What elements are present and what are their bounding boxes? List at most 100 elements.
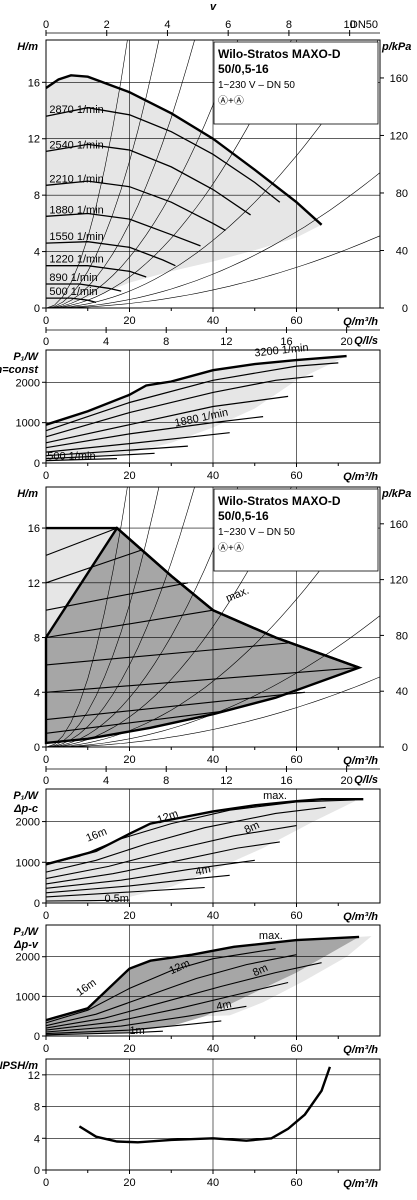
panel-4-xtick-label: 60 (290, 910, 302, 922)
panel-6-ylabel: NPSH/m (0, 1060, 38, 1072)
panel-4-label-max: max. (263, 790, 287, 802)
panel-2-ytick-label: 0 (34, 458, 40, 470)
panel-1-legend-symbols: Ⓐ+Ⓐ (218, 95, 244, 107)
panel-3-y2tick-label: 80 (396, 630, 408, 642)
ls-axis2-tick-label: 8 (163, 775, 169, 787)
panel-5-label-8m: 8m (251, 962, 270, 979)
panel-1-speed-label: 1880 1/min (49, 204, 103, 216)
ls-axis-tick-label: 20 (340, 336, 352, 348)
panel-1-speed-label: 500 1/min (49, 286, 97, 298)
panel-1-ytick-label: 16 (28, 77, 40, 89)
panel-3-ytick-label: 8 (34, 633, 40, 645)
panel-1-ytick-label: 8 (34, 190, 40, 202)
panel-4-xtick-label: 40 (207, 910, 219, 922)
panel-3-ytick-label: 12 (28, 578, 40, 590)
panel-3-control-line (45, 549, 143, 584)
panel-5-xtick-label: 0 (43, 1043, 49, 1055)
panel-1-speed-curve (46, 297, 97, 304)
panel-4-envelope (46, 799, 364, 903)
panel-5-xlabel: Q/m³/h (343, 1044, 378, 1056)
panel-3-system-curve (45, 486, 128, 748)
panel-5-power-curve (45, 1030, 163, 1036)
panel-4-power-curve (45, 841, 280, 885)
panel-1-xtick-label: 0 (43, 315, 49, 327)
panel-5-power-curve (45, 1005, 247, 1033)
panel-1-max-curve (45, 74, 323, 226)
panel-3-system-curve (46, 676, 381, 748)
panel-1-speed-label: 1220 1/min (49, 254, 103, 266)
panel-1-speed-curve (45, 180, 226, 231)
panel-2-ytick-label: 2000 (16, 377, 40, 389)
panel-6-ytick-label: 12 (28, 1070, 40, 1082)
panel-4-power-curve (45, 874, 230, 894)
panel-1-speed-label: 2870 1/min (49, 104, 103, 116)
panel-1-system-curve (45, 39, 160, 309)
panel-5-max-curve (45, 935, 360, 1022)
panel-5-dark-region (46, 936, 360, 1036)
panel-1-speed-curve (46, 265, 147, 278)
panel-3-y2tick-label: 0 (402, 742, 408, 754)
panel-4-ylabel: P₁/W (13, 790, 39, 802)
panel-6-npsh-curve (78, 1066, 332, 1144)
top-axis-v-tick-label: 4 (164, 19, 170, 31)
panel-1-system-curve (45, 172, 381, 309)
panel-1-legend-title: Wilo-Stratos MAXO-D (218, 47, 341, 61)
ls-axis-tick-label: 8 (163, 336, 169, 348)
panel-3-control-line (45, 582, 189, 611)
panel-4-ylabel2: Δp-c (13, 803, 38, 815)
panel-3-control-line (45, 710, 222, 734)
ls-axis-tick-label: 0 (43, 336, 49, 348)
panel-2-label-top: 3200 1/min (254, 342, 309, 360)
panel-6-ytick-label: 8 (34, 1102, 40, 1114)
panel-1-legend-box (213, 41, 379, 125)
ls-axis-tick-label: 12 (220, 336, 232, 348)
panel-6-xtick-label: 0 (43, 1177, 49, 1189)
panel-1-y2tick-label: 80 (396, 188, 408, 200)
panel-3-legend-box (213, 488, 379, 572)
panel-3-control-line (45, 609, 214, 639)
panel-1-system-curve (45, 39, 128, 309)
panel-5-label-1m: 1m (130, 1025, 145, 1037)
panel-6-xtick-label: 60 (290, 1177, 302, 1189)
panel-4-power-curve (45, 859, 255, 889)
panel-5-xtick-label: 60 (290, 1043, 302, 1055)
panel-3-y2tick-label: 160 (390, 519, 408, 531)
panel-1-ytick-label: 12 (28, 134, 40, 146)
panel-1-ylabel: H/m (17, 41, 38, 53)
panel-5-power-curve (45, 948, 276, 1024)
ls-axis2-tick-label: 0 (43, 775, 49, 787)
panel-4-power-curve (45, 825, 297, 880)
panel-5-power-curve (45, 1020, 222, 1035)
panel-5-label-max: max. (259, 930, 283, 942)
panel-5-ytick-label: 0 (34, 1031, 40, 1043)
panel-3-legend-model: 50/0,5-16 (218, 509, 269, 523)
panel-3-xlabel: Q/m³/h (343, 755, 378, 767)
panel-4-label-16m: 16m (84, 826, 108, 845)
panel-1-y2label: p/kPa (381, 41, 411, 53)
panel-1-speed-curve (46, 283, 122, 292)
panel-4-ytick-label: 2000 (16, 817, 40, 829)
top-axis-dn-label: DN50 (350, 19, 378, 31)
ls-axis2-tick-label: 20 (340, 775, 352, 787)
panel-2-power-curve (45, 395, 289, 444)
panel-2-power-curve (45, 362, 339, 432)
panel-4-label-8m: 8m (243, 819, 262, 836)
panel-1-ytick-label: 4 (34, 247, 40, 259)
panel-4-xlabel: Q/m³/h (343, 911, 378, 923)
panel-3-system-curve (45, 486, 160, 748)
panel-3-xtick-label: 60 (290, 754, 302, 766)
panel-1-xtick-label: 40 (207, 315, 219, 327)
panel-4-max-curve (45, 798, 364, 866)
panel-3-upper-outline (46, 526, 360, 669)
panel-2-ylabel: P₁/W (13, 351, 39, 363)
panel-2-ylabel2: n=const (0, 364, 39, 376)
panel-4-power-curve (45, 899, 130, 902)
panel-5-light-region (204, 936, 372, 1017)
panel-2-xtick-label: 0 (43, 470, 49, 482)
panel-4-power-curve (45, 886, 205, 898)
panel-5-power-curve (45, 954, 297, 1027)
panel-5-label-4m: 4m (215, 998, 232, 1013)
panel-6-xlabel: Q/m³/h (343, 1178, 378, 1190)
panel-3-ytick-label: 4 (34, 687, 40, 699)
panel-1-xtick-label: 60 (290, 315, 302, 327)
